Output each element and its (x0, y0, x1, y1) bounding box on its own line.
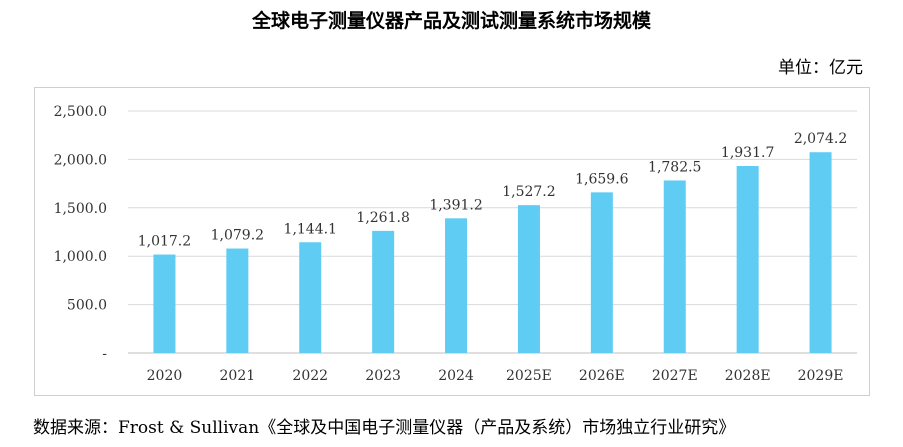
data-label: 1,782.5 (648, 159, 701, 175)
bar (445, 218, 468, 353)
data-label: 2,074.2 (794, 131, 847, 147)
bar (299, 242, 322, 353)
y-tick-label: 1,500.0 (54, 201, 107, 217)
bar (590, 192, 613, 353)
bar (372, 230, 395, 353)
x-tick-label: 2023 (365, 368, 401, 384)
data-label: 1,144.1 (284, 221, 337, 237)
x-tick-label: 2027E (652, 368, 698, 384)
chart-title: 全球电子测量仪器产品及测试测量系统市场规模 (251, 10, 651, 32)
data-label: 1,931.7 (721, 145, 774, 161)
chart-frame (34, 87, 870, 396)
data-label: 1,261.8 (356, 210, 409, 226)
bar (809, 152, 832, 353)
y-tick-label: 2,000.0 (54, 152, 107, 168)
x-tick-label: 2028E (725, 368, 771, 384)
x-tick-label: 2025E (506, 368, 552, 384)
y-tick-label: - (102, 346, 107, 362)
bar (663, 180, 686, 353)
data-label: 1,391.2 (429, 197, 482, 213)
x-tick-label: 2029E (798, 368, 844, 384)
bar (153, 254, 176, 353)
bar (517, 205, 540, 353)
data-label: 1,659.6 (575, 171, 629, 187)
x-tick-label: 2021 (220, 368, 256, 384)
y-tick-label: 1,000.0 (54, 249, 107, 265)
source-note: 数据来源：Frost & Sullivan《全球及中国电子测量仪器（产品及系统）… (33, 418, 736, 438)
data-label: 1,079.2 (211, 228, 264, 244)
x-tick-label: 2022 (292, 368, 328, 384)
y-tick-label: 2,500.0 (54, 104, 107, 120)
bar (736, 166, 759, 353)
x-tick-label: 2020 (147, 368, 183, 384)
data-label: 1,017.2 (138, 234, 191, 250)
y-tick-label: 500.0 (67, 298, 107, 314)
unit-label: 单位：亿元 (778, 58, 863, 78)
data-label: 1,527.2 (502, 184, 555, 200)
bar (226, 248, 249, 353)
x-tick-label: 2026E (579, 368, 625, 384)
x-tick-label: 2024 (438, 368, 474, 384)
